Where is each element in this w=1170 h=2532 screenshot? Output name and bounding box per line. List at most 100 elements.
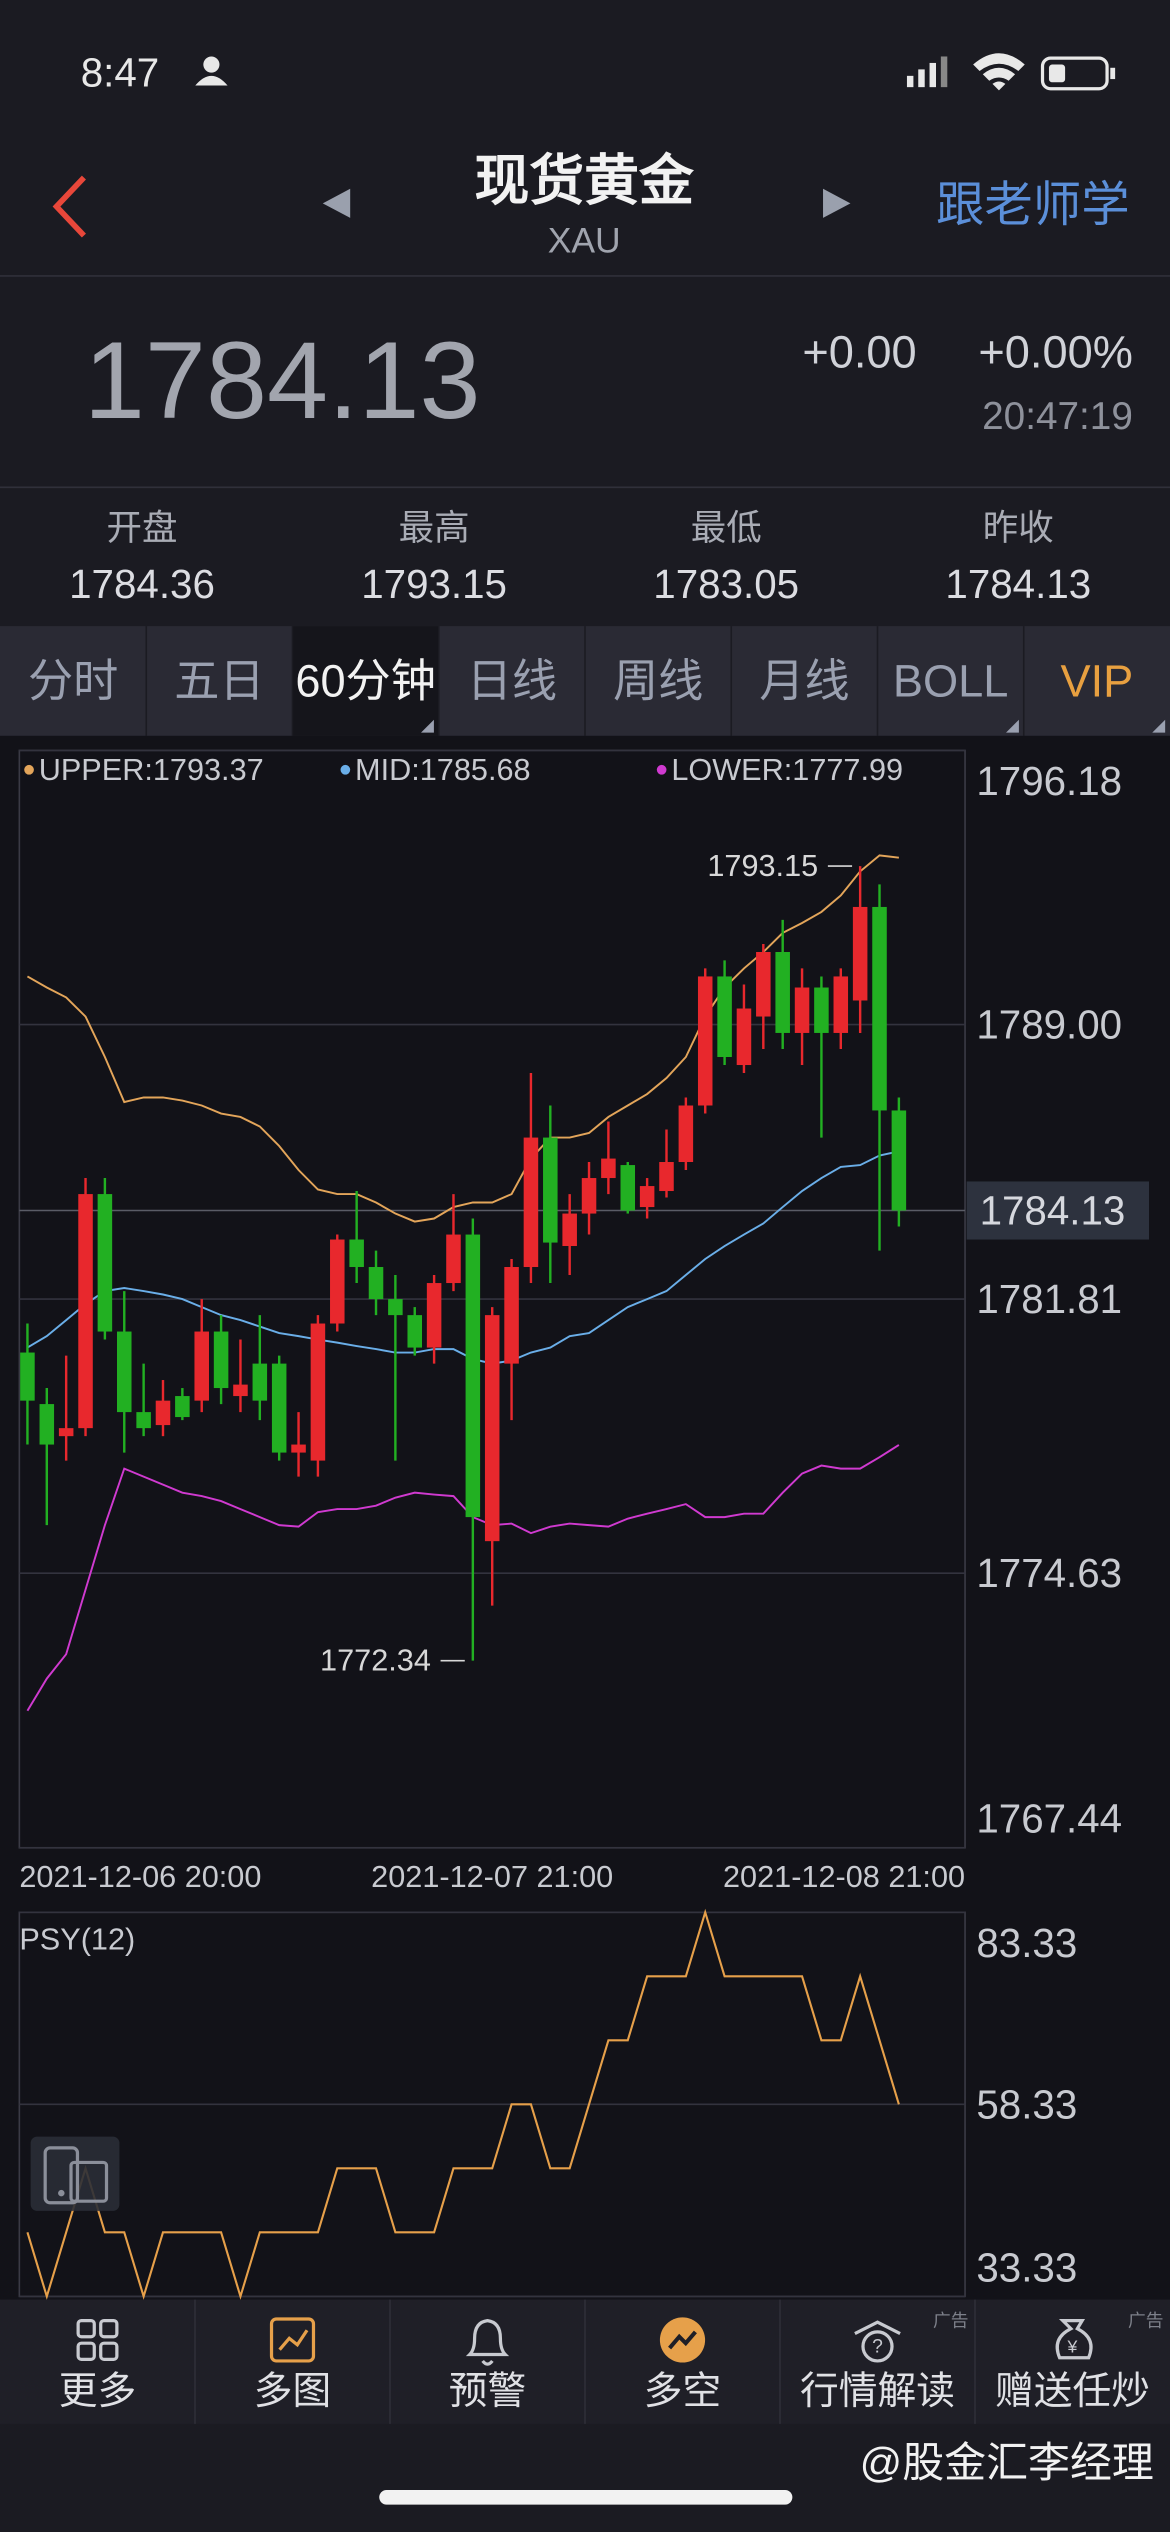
toolbar-item[interactable]: 多图 (254, 2317, 331, 2413)
tab[interactable]: 五日 (174, 656, 264, 707)
toolbar-icon (269, 2317, 316, 2363)
toolbar-icon (854, 2320, 901, 2335)
toolbar: 更多 多图 预警 多空? 行情解读 广告 ¥ 赠送任炒 广告 (59, 2299, 1164, 2424)
candle-body (465, 1234, 481, 1518)
candle-body (833, 976, 849, 1033)
candle-body (426, 1283, 442, 1348)
toolbar-icon (659, 2317, 706, 2363)
candle-body (117, 1331, 132, 1413)
tab[interactable]: 周线 (613, 656, 703, 707)
status-time: 8:47 (81, 50, 160, 96)
tab[interactable]: 月线 (759, 656, 849, 707)
prev-button[interactable] (322, 188, 351, 218)
indicator-title: PSY(12) (19, 1923, 135, 1957)
toolbar-icon (1055, 2318, 1093, 2360)
instrument-title: 现货黄金 (474, 150, 694, 212)
candle-body (543, 1137, 558, 1243)
toolbar-label[interactable]: 预警 (449, 2370, 526, 2413)
toolbar-item[interactable]: ¥ 赠送任炒 (995, 2318, 1150, 2414)
toolbar-label[interactable]: 多图 (254, 2370, 331, 2413)
candle-body (504, 1267, 519, 1364)
toolbar-icon: ? (872, 2335, 883, 2357)
candle-body (252, 1363, 268, 1401)
ad-tag: 广告 (1128, 2311, 1164, 2331)
candle-body (388, 1299, 403, 1316)
toolbar-icon (99, 2318, 119, 2339)
home-indicator (379, 2490, 793, 2505)
candle-body (175, 1396, 190, 1418)
candle-body (39, 1404, 55, 1445)
toolbar-icon (465, 2318, 510, 2366)
y-tick-label: 1774.63 (976, 1550, 1122, 1596)
candle-body (581, 1178, 597, 1214)
toolbar-icon (76, 2318, 119, 2361)
boll-line (26, 1444, 900, 1712)
candle-body (78, 1194, 93, 1429)
tab[interactable]: 分时 (28, 656, 118, 707)
legend-dot (24, 764, 34, 775)
next-button[interactable] (823, 188, 851, 218)
toolbar-icon (76, 2341, 96, 2361)
y-tick-label: 1781.81 (976, 1276, 1122, 1322)
toolbar-item[interactable]: ? 行情解读 (800, 2320, 955, 2413)
x-tick-label: 2021-12-07 21:00 (371, 1860, 613, 1894)
candle-body (58, 1428, 74, 1437)
stat-value: 1784.13 (945, 561, 1091, 607)
toolbar-item[interactable]: 预警 (449, 2318, 526, 2414)
toolbar-icon (76, 2318, 96, 2339)
legend-dot (340, 764, 351, 775)
teacher-link[interactable]: 跟老师学 (936, 178, 1130, 232)
stat-label: 最高 (399, 508, 470, 548)
y-tick-label: 1767.44 (976, 1796, 1122, 1842)
last-price-box (966, 1181, 1150, 1240)
candle-body (756, 952, 771, 1017)
stat-value: 1793.15 (361, 561, 507, 607)
candle-body (523, 1137, 539, 1268)
toolbar-label[interactable]: 赠送任炒 (995, 2370, 1150, 2413)
x-tick-label: 2021-12-08 21:00 (723, 1860, 965, 1894)
candle-body (407, 1315, 423, 1348)
y-tick-label: 83.33 (976, 1920, 1077, 1966)
back-button[interactable] (52, 175, 86, 238)
tab[interactable]: 日线 (467, 656, 557, 707)
candle-body (271, 1363, 287, 1453)
tab[interactable]: VIP (1060, 656, 1133, 707)
candle-body (136, 1412, 151, 1429)
toolbar-icon (481, 2359, 494, 2366)
candle-body (639, 1186, 655, 1208)
last-price: 1784.13 (84, 320, 481, 442)
toolbar-label[interactable]: 行情解读 (800, 2370, 955, 2413)
candle-body (291, 1444, 306, 1453)
candle-body (484, 1315, 500, 1542)
tab[interactable]: 60分钟 (295, 656, 436, 707)
candle-body (310, 1323, 326, 1461)
stats-row: 开盘 1784.36 最高 1793.15 最低 1783.05 昨收 1784.13 (69, 508, 1091, 607)
toolbar-label[interactable]: 更多 (59, 2370, 136, 2413)
candle-body (446, 1234, 461, 1284)
boll-line (26, 1150, 900, 1365)
candle-body (852, 906, 868, 1001)
float-button[interactable] (30, 2136, 120, 2211)
quote-time: 20:47:19 (982, 395, 1133, 438)
candle-body (620, 1165, 636, 1211)
candle-body (97, 1194, 113, 1332)
charts: 1796.18 1789.00 1781.81 1774.63 1767.44 1784.… (18, 749, 1150, 2301)
toolbar-icon (278, 2329, 309, 2351)
candle-body (697, 976, 713, 1106)
toolbar-item[interactable]: 多空 (644, 2317, 721, 2413)
toolbar-icon (861, 2330, 894, 2363)
stat-label: 开盘 (107, 508, 178, 548)
legend-label: UPPER:1793.37 (39, 753, 264, 787)
candle-body (155, 1400, 171, 1426)
toolbar-label[interactable]: 多空 (644, 2370, 721, 2413)
toolbar-item[interactable]: 更多 (59, 2318, 136, 2414)
candle-body (368, 1267, 384, 1300)
toolbar-icon: ? (854, 2320, 901, 2363)
candle-body (814, 987, 829, 1033)
ad-tag: 广告 (933, 2311, 969, 2331)
toolbar-icon (465, 2318, 510, 2357)
tab[interactable]: BOLL (893, 656, 1009, 707)
candle-body (872, 906, 887, 1111)
